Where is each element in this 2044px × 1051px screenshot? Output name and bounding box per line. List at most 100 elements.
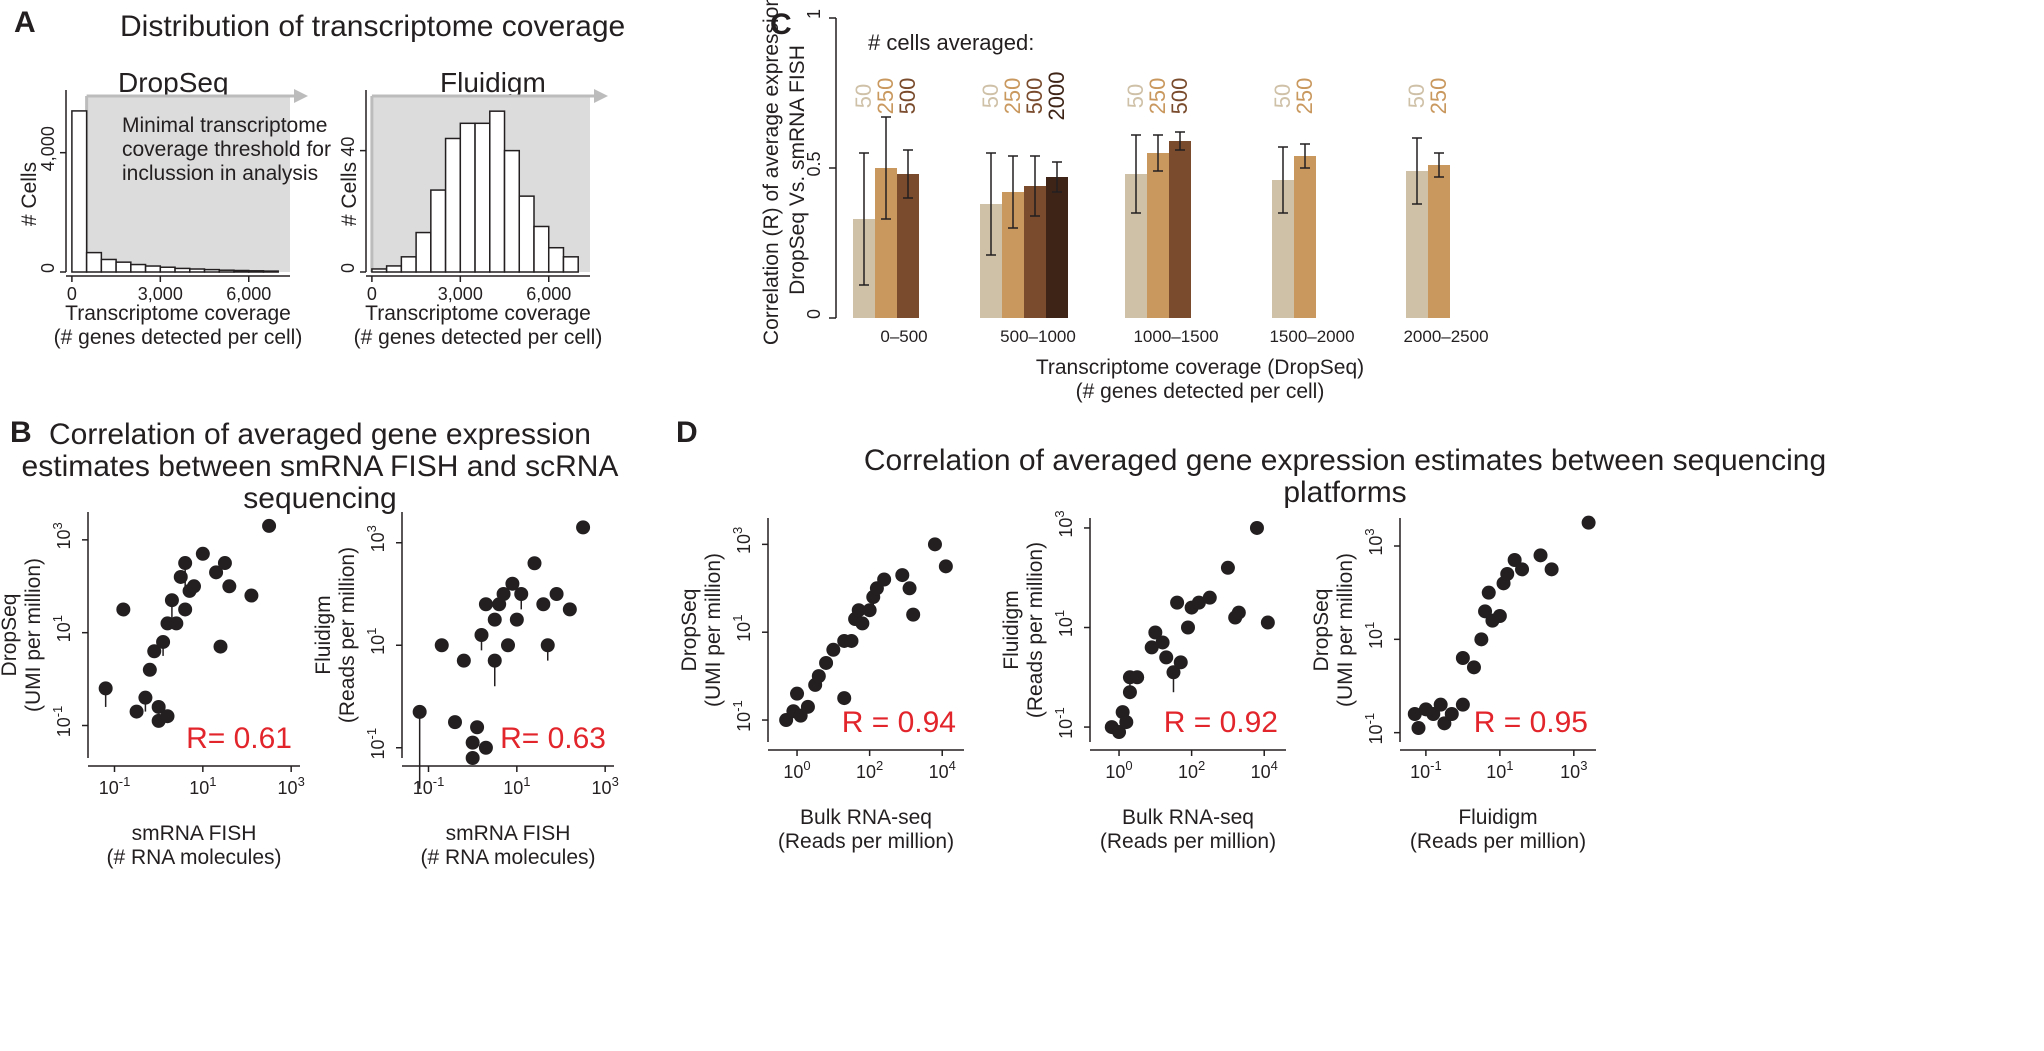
bar-50-cells: [1406, 171, 1428, 318]
x-axis-label-line-2: (Reads per million): [778, 830, 954, 853]
panel-a-label: A: [14, 6, 36, 39]
histogram-bar: [459, 122, 476, 273]
panel-c-label: C: [770, 8, 792, 41]
histogram-bar: [444, 137, 462, 273]
y-tick-label: 101: [1362, 622, 1386, 649]
data-point: [178, 556, 193, 571]
data-point: [844, 633, 859, 648]
data-point: [1148, 625, 1163, 640]
x-category-label: 2000–2500: [1403, 327, 1488, 346]
data-point: [1155, 635, 1170, 650]
correlation-value: R= 0.63: [500, 722, 606, 755]
data-point: [1249, 520, 1264, 535]
histogram-bar: [189, 268, 206, 273]
dropseq-x-axis-label-line-1: Transcriptome coverage: [65, 302, 291, 325]
data-point: [505, 576, 520, 591]
y-tick-label: 0: [338, 263, 358, 273]
bar-2000-cells: [1046, 177, 1068, 318]
histogram-bar: [518, 195, 535, 273]
x-tick-label: 10-1: [99, 774, 131, 798]
panel-c-x-axis-label-line-2: (# genes detected per cell): [1076, 380, 1325, 403]
data-point: [1173, 655, 1188, 670]
panel-b-title-line-2: estimates between smRNA FISH and scRNA: [22, 450, 619, 483]
histogram-bar: [85, 251, 103, 273]
panel-d-title-line-1: Correlation of averaged gene expression …: [864, 444, 1826, 477]
x-tick-label: 104: [1251, 758, 1278, 782]
data-point: [1260, 615, 1275, 630]
histogram-bar: [430, 189, 447, 273]
data-point: [1411, 721, 1426, 735]
legend-label-2000: 2000: [1044, 72, 1069, 121]
histogram-bar: [415, 231, 432, 273]
data-point: [217, 556, 232, 571]
data-point: [527, 556, 542, 571]
histogram-bar: [371, 268, 388, 273]
x-tick-label: 104: [929, 758, 956, 782]
data-point: [811, 669, 826, 684]
x-category-label: 1000–1500: [1133, 327, 1218, 346]
threshold-arrow-head: [594, 89, 608, 103]
x-category-label: 500–1000: [1000, 327, 1076, 346]
fluidigm-y-axis-label: # Cells: [338, 162, 361, 226]
legend-label-250: 250: [1000, 78, 1025, 115]
data-point: [412, 704, 427, 719]
data-point: [1515, 562, 1530, 577]
histogram-bar: [503, 149, 521, 273]
x-tick-label: 100: [1105, 758, 1132, 782]
data-point: [244, 588, 259, 603]
legend-label-500: 500: [1022, 78, 1047, 115]
panel-c-y-axis-label-line-1: Correlation (R) of average expression: [760, 0, 783, 345]
data-point: [209, 565, 224, 580]
y-tick-label: 103: [364, 525, 388, 552]
data-point: [478, 597, 493, 612]
fluidigm-x-axis-label-line-2: (# genes detected per cell): [354, 326, 603, 349]
y-axis-label-line-2: (Reads per million): [1024, 542, 1047, 718]
x-tick-label: 101: [189, 774, 216, 798]
bar-50-cells: [1125, 174, 1147, 318]
x-category-label: 1500–2000: [1269, 327, 1354, 346]
y-tick-label: 101: [364, 628, 388, 655]
data-point: [496, 587, 511, 601]
data-point: [895, 568, 910, 583]
data-point: [434, 638, 449, 653]
x-axis-label-line-1: smRNA FISH: [132, 822, 257, 845]
data-point: [262, 518, 277, 533]
data-point: [800, 699, 815, 714]
data-point: [1492, 609, 1507, 623]
histogram-bar: [71, 110, 88, 273]
panel-b-title-line-3: sequencing: [243, 482, 396, 515]
data-point: [129, 704, 144, 719]
data-point: [456, 653, 471, 668]
legend-label-50: 50: [978, 84, 1003, 108]
x-axis-label-line-2: (Reads per million): [1100, 830, 1276, 853]
data-point: [151, 699, 166, 714]
data-point: [156, 634, 171, 649]
legend-label-250: 250: [1145, 78, 1170, 115]
cells-averaged-legend-title: # cells averaged:: [868, 30, 1034, 55]
y-tick-label: 101: [730, 615, 754, 642]
data-point: [819, 655, 834, 670]
dropseq-histogram: 0 3,000 6,000 0 4,000: [38, 89, 308, 304]
bar-500-cells: [1169, 141, 1191, 318]
panel-b-title-line-1: Correlation of averaged gene expression: [49, 418, 591, 451]
smrna-vs-fluidigm-scatter: 10-1 101 103 10-1 101 103 R= 0.63 smRNA FISH(# …: [312, 512, 619, 869]
y-axis-label-line-2: (UMI per million): [1334, 553, 1357, 707]
y-tick-label: 101: [50, 615, 74, 642]
y-axis-label-line-1: DropSeq: [1310, 589, 1333, 672]
y-axis-label-line-2: (UMI per million): [22, 558, 45, 712]
data-point: [862, 603, 877, 618]
data-point: [160, 709, 175, 724]
histogram-bar: [144, 265, 162, 273]
legend-label-250: 250: [1292, 78, 1317, 115]
bar-50-cells: [1272, 180, 1294, 318]
x-tick-label: 101: [503, 774, 530, 798]
data-point: [465, 751, 480, 765]
correlation-value: R = 0.95: [1474, 706, 1588, 739]
x-tick-label: 0: [67, 284, 77, 304]
data-point: [790, 686, 805, 701]
data-point: [164, 593, 179, 608]
data-point: [478, 740, 493, 755]
y-tick-label: 103: [50, 522, 74, 549]
bar-50-cells: [980, 204, 1002, 318]
